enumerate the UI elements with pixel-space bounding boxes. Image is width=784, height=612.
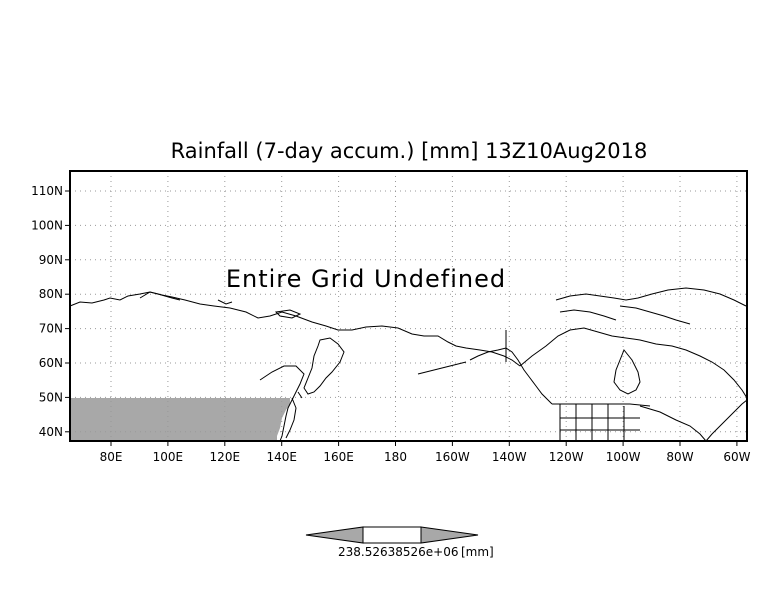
lon-tick-label: 140E xyxy=(266,450,297,464)
us-states xyxy=(559,404,707,442)
lon-tick-label: 160E xyxy=(323,450,354,464)
colorbar-box xyxy=(362,526,422,544)
map-frame xyxy=(69,170,748,442)
coastline-east-asia xyxy=(259,365,305,442)
colorbar: 238.52638526e+06 [mm] xyxy=(305,526,494,559)
lat-tick-label: 110N xyxy=(31,184,63,198)
border-us-canada xyxy=(552,403,651,407)
aleutian-chain xyxy=(417,361,467,375)
chart-title: Rainfall (7-day accum.) [mm] 13Z10Aug201… xyxy=(171,139,648,163)
lon-tick-label: 180 xyxy=(384,450,407,464)
lat-tick-label: 70N xyxy=(39,322,63,336)
map-area: Entire Grid Undefined xyxy=(69,170,748,442)
shaded-region xyxy=(70,398,290,441)
coastline-us-east xyxy=(705,399,748,442)
lon-tick-label: 100E xyxy=(153,450,184,464)
undefined-grid-notice: Entire Grid Undefined xyxy=(226,265,506,293)
lat-tick-label: 100N xyxy=(31,218,63,232)
coastline-islands-north xyxy=(139,291,302,319)
latitude-axis: 110N 100N 90N 80N 70N 60N 50N 40N xyxy=(31,184,70,439)
lat-tick-label: 40N xyxy=(39,425,63,439)
lat-tick-label: 80N xyxy=(39,287,63,301)
lon-tick-label: 120E xyxy=(210,450,241,464)
coastline-alaska xyxy=(469,347,553,405)
coastline-japan xyxy=(285,391,303,439)
lon-tick-label: 160W xyxy=(435,450,470,464)
lon-tick-label: 120W xyxy=(549,450,584,464)
lon-tick-label: 100W xyxy=(606,450,641,464)
coastline-canada xyxy=(519,327,748,399)
lon-tick-label: 80E xyxy=(100,450,123,464)
lat-tick-label: 90N xyxy=(39,253,63,267)
coastline-kamchatka xyxy=(303,337,345,395)
lon-tick-label: 80W xyxy=(666,450,693,464)
colorbar-left-arrow xyxy=(305,526,364,544)
map-background xyxy=(70,171,747,441)
longitude-axis: 80E 100E 120E 140E 160E 180 160W 140W 120W 100W 80… xyxy=(100,441,751,464)
coastline-siberia xyxy=(69,291,521,367)
lon-tick-label: 140W xyxy=(492,450,527,464)
coastline-arctic-islands xyxy=(555,287,747,325)
lat-tick-label: 60N xyxy=(39,356,63,370)
lon-tick-label: 60W xyxy=(723,450,750,464)
colorbar-unit-label: [mm] xyxy=(461,545,494,559)
colorbar-right-arrow xyxy=(420,526,479,544)
coastline-hudson-bay xyxy=(613,349,641,395)
colorbar-value-label: 238.52638526e+06 xyxy=(338,545,459,559)
coastlines xyxy=(69,287,748,442)
lat-tick-label: 50N xyxy=(39,390,63,404)
